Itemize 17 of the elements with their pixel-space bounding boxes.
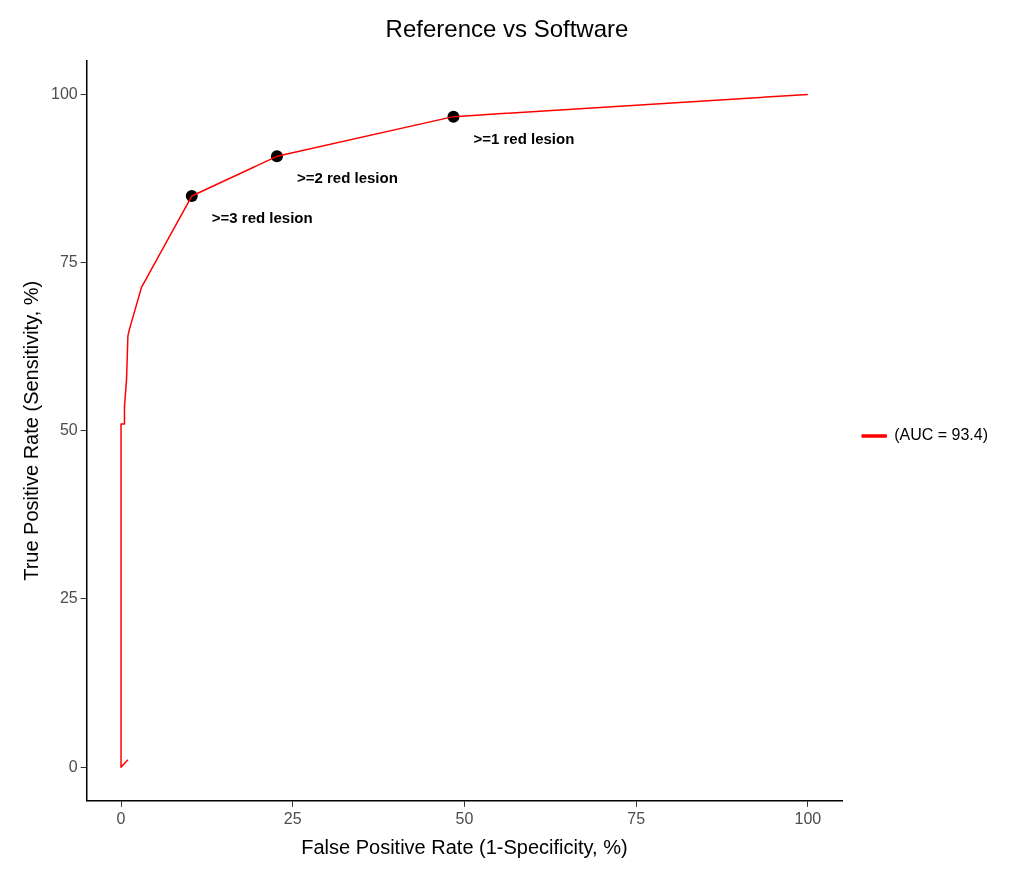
y-tick-label: 75	[59, 253, 78, 271]
annotation: >=1 red lesion	[473, 129, 575, 147]
x-tick-label: 100	[794, 809, 822, 827]
x-tick-label: 50	[455, 809, 474, 827]
x-tick-label: 25	[283, 809, 302, 827]
y-tick-label: 100	[50, 84, 78, 102]
y-axis-title: True Positive Rate (Sensitivity, %)	[19, 280, 42, 581]
y-tick-label: 25	[59, 589, 78, 607]
x-tick-label: 0	[116, 809, 126, 827]
chart-title: Reference vs Software	[385, 15, 629, 43]
legend-label: (AUC = 93.4)	[894, 426, 988, 444]
x-axis-title: False Positive Rate (1-Specificity, %)	[301, 835, 628, 858]
annotation: >=2 red lesion	[296, 169, 398, 187]
x-tick-label: 75	[627, 809, 646, 827]
y-tick-label: 50	[59, 421, 78, 439]
annotation: >=3 red lesion	[211, 209, 313, 227]
y-tick-label: 0	[68, 757, 78, 775]
